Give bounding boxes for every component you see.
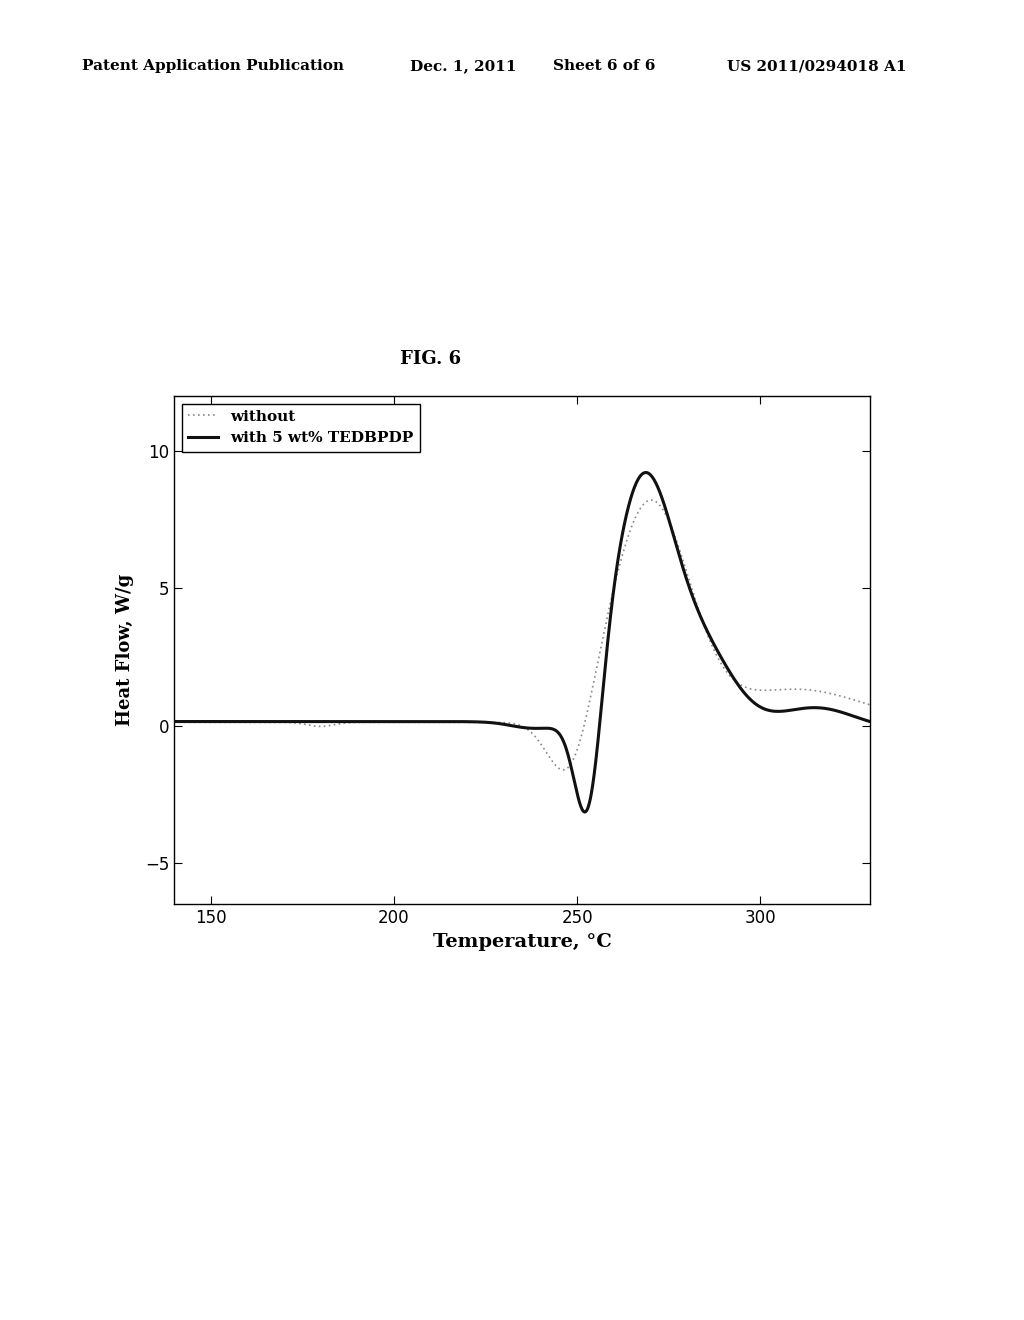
Text: US 2011/0294018 A1: US 2011/0294018 A1 bbox=[727, 59, 906, 74]
Text: Dec. 1, 2011: Dec. 1, 2011 bbox=[410, 59, 516, 74]
Legend: without, with 5 wt% TEDBPDP: without, with 5 wt% TEDBPDP bbox=[181, 404, 420, 451]
Text: FIG. 6: FIG. 6 bbox=[399, 350, 461, 368]
Text: Sheet 6 of 6: Sheet 6 of 6 bbox=[553, 59, 655, 74]
Text: Patent Application Publication: Patent Application Publication bbox=[82, 59, 344, 74]
X-axis label: Temperature, °C: Temperature, °C bbox=[433, 933, 611, 950]
Y-axis label: Heat Flow, W/g: Heat Flow, W/g bbox=[116, 574, 134, 726]
